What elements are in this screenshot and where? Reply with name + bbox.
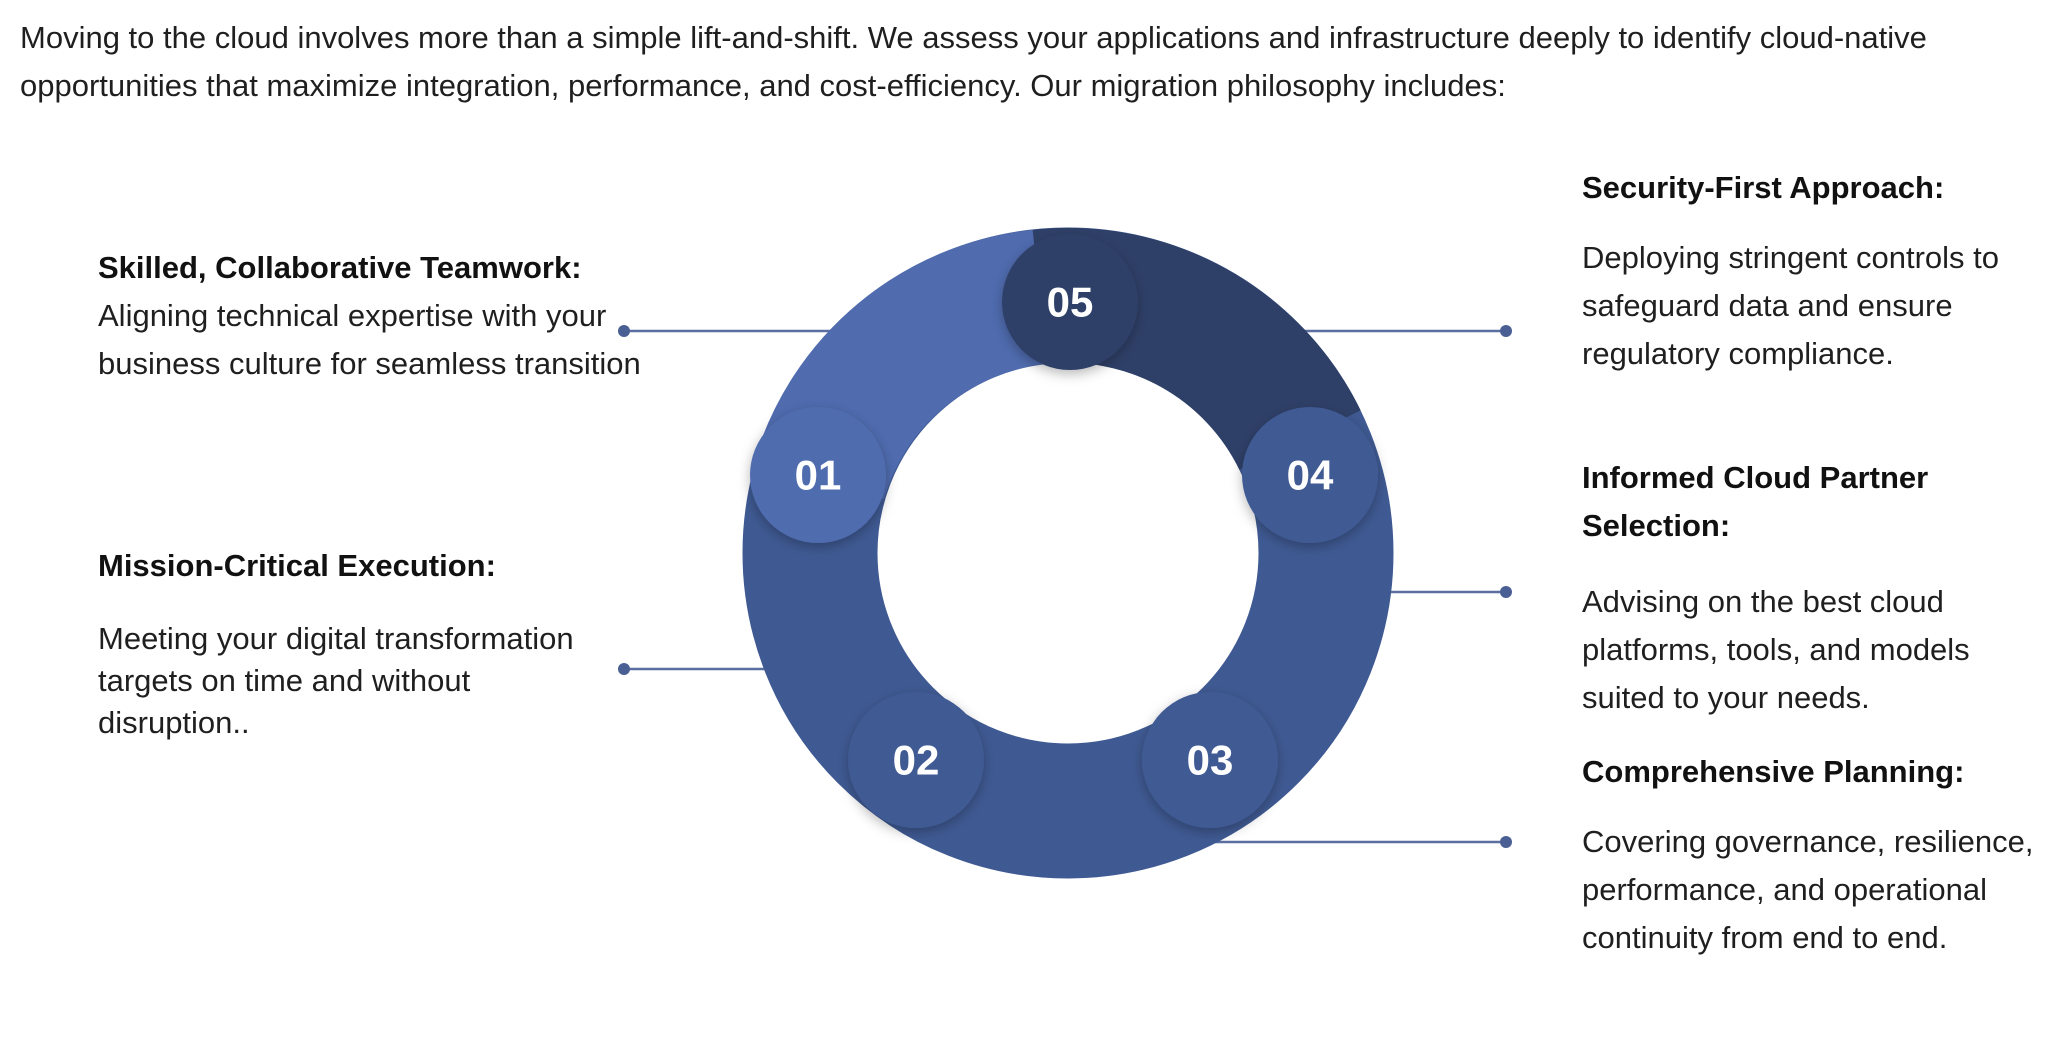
connector-dot-02: [618, 663, 630, 675]
step-05-text: Security-First Approach: Deploying strin…: [1582, 164, 2042, 378]
step-03-desc: Covering governance, resilience, perform…: [1582, 824, 2034, 955]
badge-03-number: 03: [1187, 737, 1234, 784]
step-03-text: Comprehensive Planning: Covering governa…: [1582, 748, 2042, 962]
connector-dot-01: [618, 325, 630, 337]
step-04-title: Informed Cloud Partner Selection:: [1582, 460, 1929, 543]
ring-inner: [878, 363, 1258, 743]
step-01-title: Skilled, Collaborative Teamwork:: [98, 250, 582, 285]
connector-dot-04: [1500, 586, 1512, 598]
badge-01-number: 01: [795, 452, 842, 499]
step-02-text: Mission-Critical Execution: Meeting your…: [98, 542, 618, 744]
step-01-text: Skilled, Collaborative Teamwork: Alignin…: [98, 244, 678, 388]
badge-01: 01: [750, 407, 886, 543]
badge-02: 02: [848, 692, 984, 828]
badge-05-number: 05: [1047, 279, 1094, 326]
connector-dot-05: [1500, 325, 1512, 337]
intro-paragraph: Moving to the cloud involves more than a…: [20, 20, 1927, 103]
badge-03: 03: [1142, 692, 1278, 828]
badge-04: 04: [1242, 407, 1378, 543]
step-03-title: Comprehensive Planning:: [1582, 754, 1965, 789]
badge-04-number: 04: [1287, 452, 1334, 499]
step-05-title: Security-First Approach:: [1582, 170, 1945, 205]
badge-02-number: 02: [893, 737, 940, 784]
step-01-desc: Aligning technical expertise with your b…: [98, 298, 641, 381]
connector-lines: [618, 325, 1512, 848]
step-04-text: Informed Cloud Partner Selection: Advisi…: [1582, 454, 2042, 722]
step-02-title: Mission-Critical Execution:: [98, 548, 496, 583]
step-05-desc: Deploying stringent controls to safeguar…: [1582, 240, 2000, 371]
connector-dot-03: [1500, 836, 1512, 848]
badge-05: 05: [1002, 234, 1138, 370]
step-04-desc: Advising on the best cloud platforms, to…: [1582, 584, 1970, 715]
step-02-desc: Meeting your digital transformation targ…: [98, 621, 574, 740]
